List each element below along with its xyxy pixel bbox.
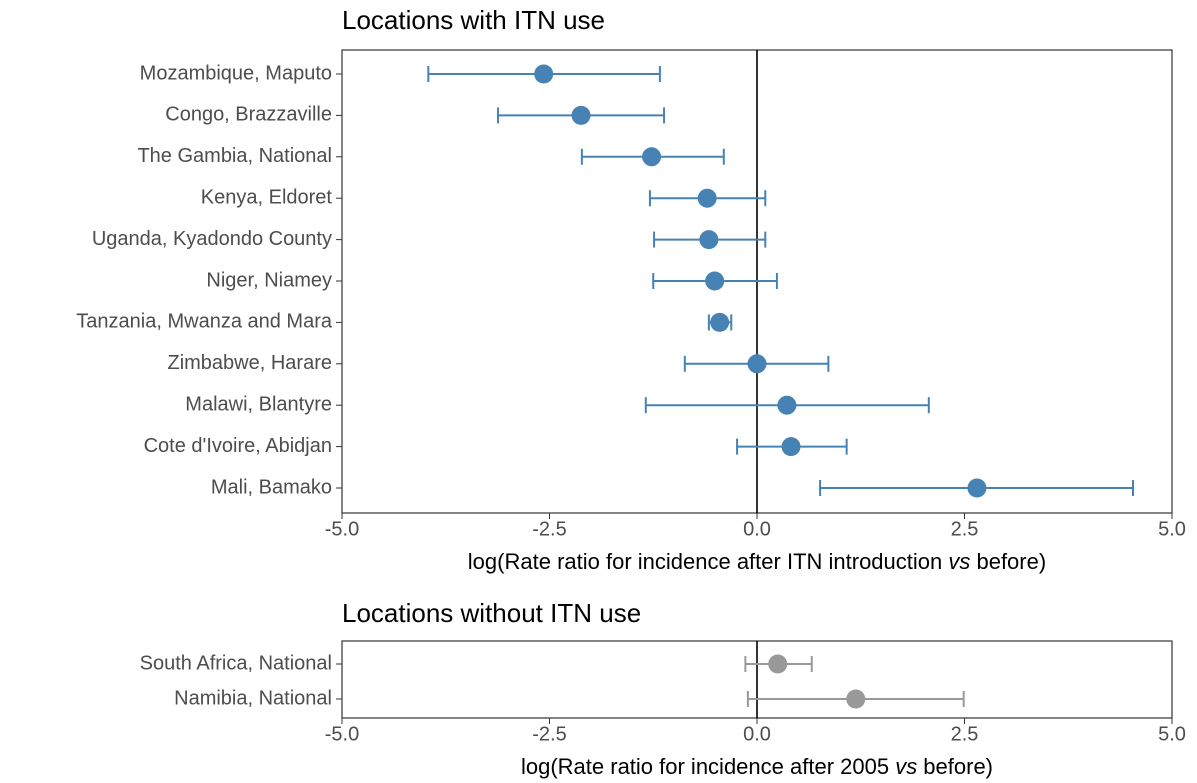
- x-tick-label: -5.0: [325, 518, 359, 540]
- point: [967, 478, 987, 498]
- y-tick-label: Kenya, Eldoret: [201, 186, 333, 208]
- x-axis-label: log(Rate ratio for incidence after ITN i…: [468, 549, 1046, 574]
- point: [642, 147, 662, 167]
- y-tick-label: The Gambia, National: [137, 145, 332, 167]
- y-tick-label: Zimbabwe, Harare: [167, 352, 332, 374]
- x-axis-label-part: vs: [895, 754, 917, 779]
- y-tick-label: Mozambique, Maputo: [140, 62, 332, 84]
- x-axis-label: log(Rate ratio for incidence after 2005 …: [521, 754, 993, 779]
- point: [705, 271, 725, 291]
- point: [571, 105, 591, 125]
- point: [710, 312, 730, 332]
- y-tick-label: South Africa, National: [140, 652, 332, 674]
- x-tick-label: -5.0: [325, 723, 359, 745]
- point: [781, 437, 801, 457]
- x-tick-label: 2.5: [951, 723, 979, 745]
- point: [699, 230, 719, 250]
- y-tick-label: Tanzania, Mwanza and Mara: [76, 311, 333, 333]
- x-tick-label: -2.5: [532, 518, 566, 540]
- x-tick-label: 2.5: [951, 518, 979, 540]
- y-tick-label: Mali, Bamako: [211, 476, 332, 498]
- point: [747, 354, 767, 374]
- y-tick-label: Malawi, Blantyre: [185, 393, 332, 415]
- y-tick-label: Congo, Brazzaville: [165, 104, 332, 126]
- y-tick-label: Uganda, Kyadondo County: [92, 228, 332, 250]
- x-axis-label-part: before): [917, 754, 993, 779]
- point: [697, 188, 717, 208]
- x-tick-label: -2.5: [532, 723, 566, 745]
- point: [777, 395, 797, 415]
- x-tick-label: 0.0: [743, 518, 771, 540]
- x-axis-label-part: before): [970, 549, 1046, 574]
- y-tick-label: Namibia, National: [174, 687, 332, 709]
- y-tick-label: Cote d'Ivoire, Abidjan: [144, 435, 332, 457]
- x-tick-label: 5.0: [1158, 723, 1186, 745]
- x-axis-label-part: vs: [948, 549, 970, 574]
- point: [846, 689, 866, 709]
- panel-title: Locations with ITN use: [342, 5, 605, 35]
- x-axis-label-part: log(Rate ratio for incidence after ITN i…: [468, 549, 949, 574]
- x-tick-label: 0.0: [743, 723, 771, 745]
- point: [768, 654, 788, 674]
- panel-title: Locations without ITN use: [342, 598, 641, 628]
- x-tick-label: 5.0: [1158, 518, 1186, 540]
- point: [534, 64, 554, 84]
- y-tick-label: Niger, Niamey: [206, 269, 332, 291]
- x-axis-label-part: log(Rate ratio for incidence after 2005: [521, 754, 895, 779]
